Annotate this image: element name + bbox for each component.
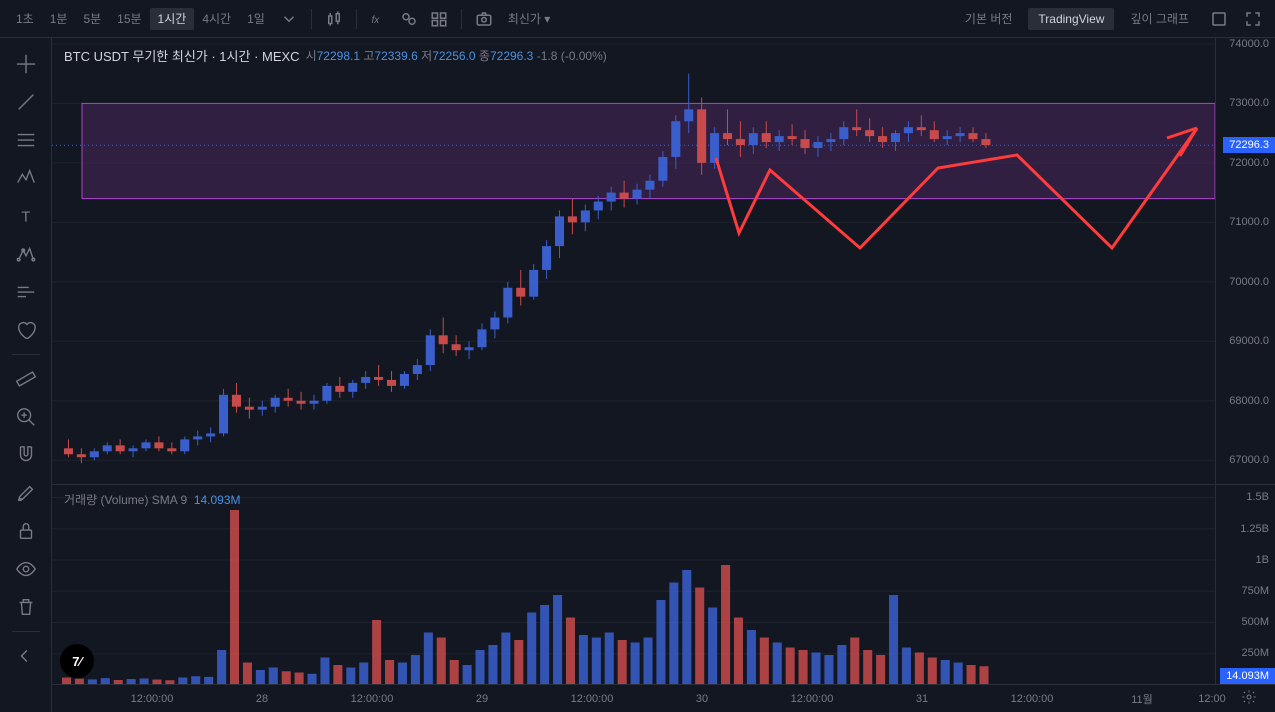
timeframe-1일[interactable]: 1일 (239, 8, 273, 30)
eye-icon[interactable] (8, 551, 44, 587)
xabcd-icon[interactable] (8, 236, 44, 272)
tradingview-button[interactable]: TradingView (1028, 8, 1114, 30)
volume-chart[interactable] (52, 485, 1215, 685)
separator (12, 354, 40, 355)
current-price-badge: 72296.3 (1223, 137, 1275, 153)
depth-chart-button[interactable]: 깊이 그래프 (1120, 6, 1199, 31)
chevron-down-icon[interactable] (275, 5, 303, 33)
volume-badge: 14.093M (1220, 668, 1275, 684)
crosshair-icon[interactable] (8, 46, 44, 82)
pencil-icon[interactable] (8, 475, 44, 511)
volume-y-axis[interactable]: 1.5B1.25B1B750M500M250M14.093M (1215, 485, 1275, 684)
main: T BTC USDT 무기한 최신가 · 1시간 · MEXC 시72298.1… (0, 38, 1275, 712)
trendline-icon[interactable] (8, 84, 44, 120)
text-icon[interactable]: T (8, 198, 44, 234)
separator (12, 631, 40, 632)
magnet-icon[interactable] (8, 437, 44, 473)
settings-icon[interactable] (1241, 689, 1257, 708)
separator (311, 9, 312, 29)
separator (356, 9, 357, 29)
x-axis[interactable]: 12:00:002812:00:002912:00:003012:00:0031… (52, 684, 1275, 712)
compare-icon[interactable] (425, 5, 453, 33)
forecast-icon[interactable] (8, 274, 44, 310)
fx-icon[interactable]: fx (365, 5, 393, 33)
fullscreen-icon[interactable] (1239, 5, 1267, 33)
volume-header: 거래량 (Volume) SMA 9 14.093M (64, 491, 241, 508)
candles-icon[interactable] (320, 5, 348, 33)
lock-icon[interactable] (8, 513, 44, 549)
trash-icon[interactable] (8, 589, 44, 625)
price-chart[interactable] (52, 38, 1215, 484)
timeframe-1초[interactable]: 1초 (8, 8, 42, 30)
layout-icon[interactable] (1205, 5, 1233, 33)
symbol-header: BTC USDT 무기한 최신가 · 1시간 · MEXC 시72298.1 고… (64, 46, 607, 65)
timeframe-group: 1초1분5분15분1시간4시간1일 (8, 10, 273, 27)
price-panel[interactable]: BTC USDT 무기한 최신가 · 1시간 · MEXC 시72298.1 고… (52, 38, 1275, 484)
separator (461, 9, 462, 29)
svg-text:T: T (21, 210, 30, 226)
tradingview-logo[interactable]: 7∕ (60, 644, 94, 678)
top-toolbar: 1초1분5분15분1시간4시간1일 fx 최신가 ▾ 기본 버전 Trading… (0, 0, 1275, 38)
timeframe-4시간[interactable]: 4시간 (194, 8, 239, 30)
heart-icon[interactable] (8, 312, 44, 348)
symbol-label: BTC USDT 무기한 최신가 · 1시간 · MEXC (64, 46, 300, 65)
timeframe-5분[interactable]: 5분 (75, 8, 109, 30)
toolbar-right: 기본 버전 TradingView 깊이 그래프 (955, 5, 1267, 33)
pattern-icon[interactable] (8, 160, 44, 196)
camera-icon[interactable] (470, 5, 498, 33)
zoom-icon[interactable] (8, 399, 44, 435)
price-y-axis[interactable]: 74000.073000.072000.071000.070000.069000… (1215, 38, 1275, 484)
ohlc: 시72298.1 고72339.6 저72256.0 종72296.3 -1.8… (306, 47, 607, 64)
ruler-icon[interactable] (8, 361, 44, 397)
chart-area: BTC USDT 무기한 최신가 · 1시간 · MEXC 시72298.1 고… (52, 38, 1275, 712)
price-type-dropdown[interactable]: 최신가 ▾ (500, 6, 558, 31)
indicators-icon[interactable] (395, 5, 423, 33)
volume-panel[interactable]: 거래량 (Volume) SMA 9 14.093M 1.5B1.25B1B75… (52, 484, 1275, 684)
svg-text:fx: fx (371, 14, 380, 25)
drawing-toolbar: T (0, 38, 52, 712)
timeframe-15분[interactable]: 15분 (109, 8, 149, 30)
timeframe-1시간[interactable]: 1시간 (150, 8, 195, 30)
basic-version-button[interactable]: 기본 버전 (955, 6, 1023, 31)
fib-icon[interactable] (8, 122, 44, 158)
timeframe-1분[interactable]: 1분 (42, 8, 76, 30)
collapse-icon[interactable] (8, 638, 44, 674)
